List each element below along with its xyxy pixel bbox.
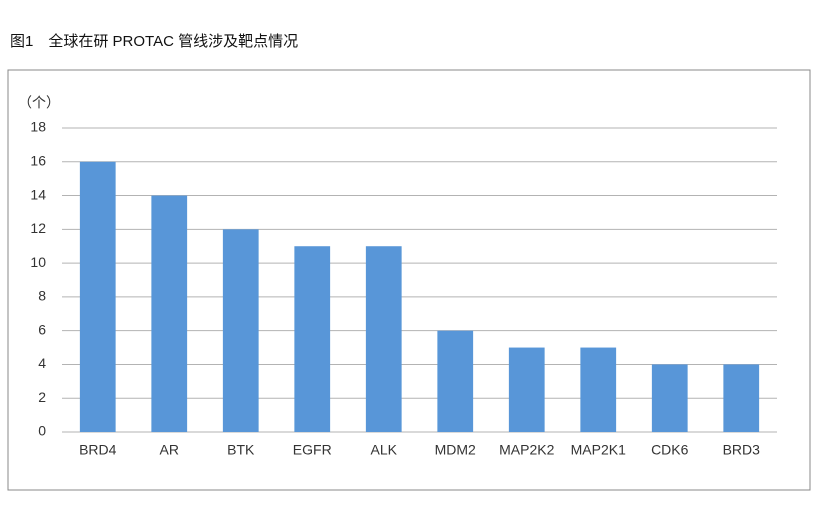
y-tick-label: 10 [30,254,46,270]
bar [79,161,116,432]
y-tick-label: 14 [30,186,46,202]
bar [294,246,331,432]
x-tick-label: BRD3 [723,442,761,458]
bar [651,364,688,432]
y-tick-label: 18 [30,119,46,135]
bar [222,229,259,432]
x-tick-label: BRD4 [79,442,117,458]
x-tick-label: BTK [227,442,255,458]
y-tick-label: 8 [38,288,46,304]
chart-title: 图1 全球在研 PROTAC 管线涉及靶点情况 [10,32,298,50]
x-tick-label: MAP2K2 [499,442,554,458]
bar [580,347,617,432]
x-tick-label: EGFR [293,442,332,458]
bar [437,330,474,432]
y-tick-label: 0 [38,423,46,439]
y-axis-label: （个） [18,95,60,111]
chart-frame [7,69,811,491]
x-tick-label: AR [160,442,179,458]
bar [508,347,545,432]
y-tick-label: 4 [38,355,46,371]
bar [151,195,188,432]
y-tick-label: 12 [30,220,46,236]
x-tick-label: MAP2K1 [571,442,626,458]
x-tick-label: ALK [371,442,398,458]
y-tick-label: 6 [38,321,46,337]
bar [365,246,402,432]
bar [723,364,760,432]
x-tick-label: MDM2 [435,442,476,458]
y-tick-label: 16 [30,152,46,168]
y-tick-label: 2 [38,389,46,405]
x-tick-label: CDK6 [651,442,689,458]
